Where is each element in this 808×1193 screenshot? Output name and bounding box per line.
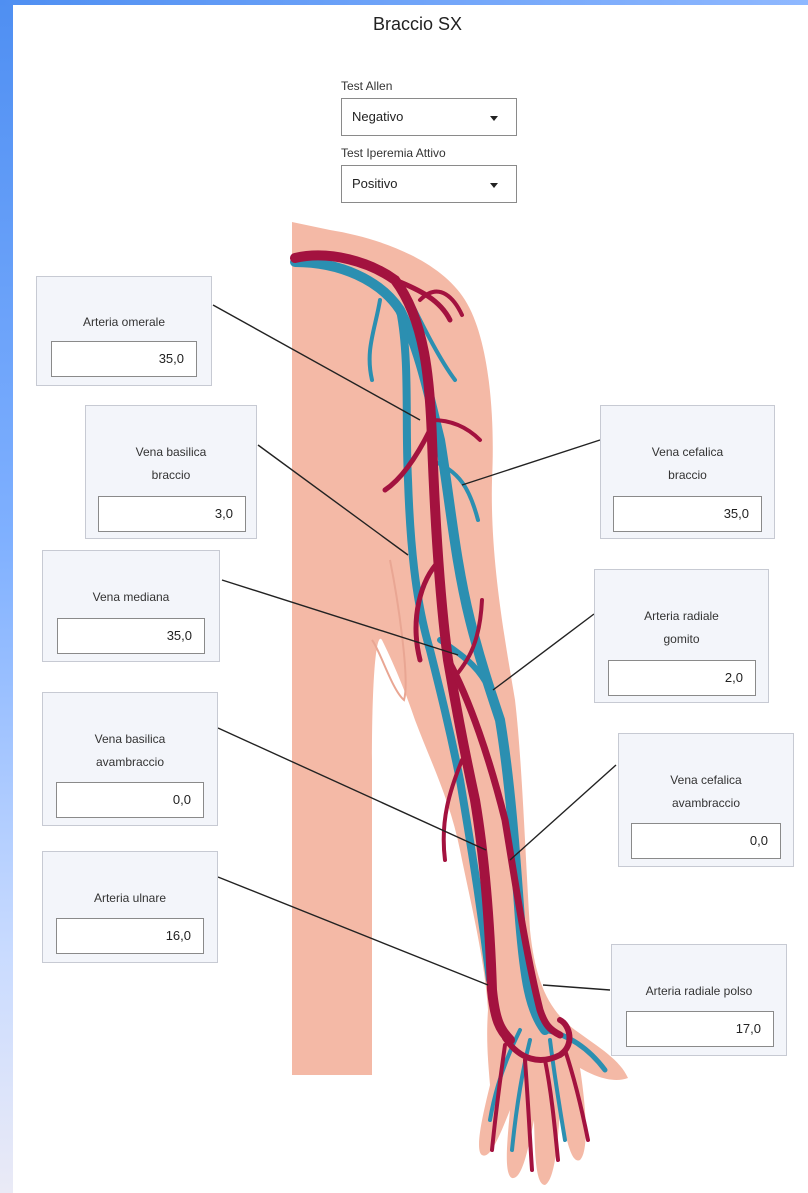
test-allen-label: Test Allen	[341, 79, 393, 93]
card-vena-cefalica-avambraccio: Vena cefalica avambraccio 0,0	[618, 733, 794, 867]
vena-basilica-avambraccio-label-2: avambraccio	[95, 755, 165, 769]
test-iperemia-value: Positivo	[352, 176, 398, 191]
arteria-radiale-polso-label: Arteria radiale polso	[645, 984, 753, 998]
arteria-omerale-input[interactable]: 35,0	[51, 341, 197, 377]
caret-down-icon	[490, 183, 498, 188]
test-allen-select[interactable]: Negativo	[341, 98, 517, 136]
top-accent-bar	[0, 0, 808, 5]
caret-down-icon	[490, 116, 498, 121]
leader-lines	[212, 304, 617, 991]
card-arteria-ulnare: Arteria ulnare 16,0	[42, 851, 218, 963]
vena-cefalica-braccio-label-2: braccio	[668, 468, 707, 482]
vena-basilica-avambraccio-label: Vena basilica	[94, 732, 166, 746]
arteria-radiale-polso-input[interactable]: 17,0	[626, 1011, 774, 1047]
arteria-ulnare-label: Arteria ulnare	[93, 891, 167, 905]
test-iperemia-label: Test Iperemia Attivo	[341, 146, 446, 160]
left-accent-bar	[0, 0, 13, 1193]
vena-cefalica-avambraccio-label: Vena cefalica	[670, 773, 742, 787]
card-vena-cefalica-braccio: Vena cefalica braccio 35,0	[600, 405, 775, 539]
vena-mediana-label: Vena mediana	[92, 590, 170, 604]
arteria-radiale-gomito-label: Arteria radiale	[644, 609, 719, 623]
card-vena-basilica-avambraccio: Vena basilica avambraccio 0,0	[42, 692, 218, 826]
card-arteria-radiale-gomito: Arteria radiale gomito 2,0	[594, 569, 769, 703]
test-iperemia-select[interactable]: Positivo	[341, 165, 517, 203]
page-title: Braccio SX	[372, 14, 463, 34]
vena-basilica-braccio-label-2: braccio	[151, 468, 191, 482]
vena-basilica-braccio-input[interactable]: 3,0	[98, 496, 246, 532]
vena-basilica-braccio-label: Vena basilica	[135, 445, 207, 459]
card-vena-mediana: Vena mediana 35,0	[42, 550, 220, 662]
vena-basilica-avambraccio-input[interactable]: 0,0	[56, 782, 204, 818]
arteria-radiale-gomito-label-2: gomito	[663, 632, 700, 646]
vena-mediana-input[interactable]: 35,0	[57, 618, 205, 654]
artery-network	[290, 250, 590, 1172]
vena-cefalica-avambraccio-input[interactable]: 0,0	[631, 823, 781, 859]
arteria-ulnare-input[interactable]: 16,0	[56, 918, 204, 954]
card-vena-basilica-braccio: Vena basilica braccio 3,0	[85, 405, 257, 539]
arteria-omerale-label: Arteria omerale	[82, 315, 166, 329]
vena-cefalica-avambraccio-label-2: avambraccio	[671, 796, 741, 810]
arteria-radiale-gomito-input[interactable]: 2,0	[608, 660, 756, 696]
card-arteria-omerale: Arteria omerale 35,0	[36, 276, 212, 386]
vena-cefalica-braccio-input[interactable]: 35,0	[613, 496, 762, 532]
card-arteria-radiale-polso: Arteria radiale polso 17,0	[611, 944, 787, 1056]
vena-cefalica-braccio-label: Vena cefalica	[651, 445, 724, 459]
test-allen-value: Negativo	[352, 109, 404, 124]
